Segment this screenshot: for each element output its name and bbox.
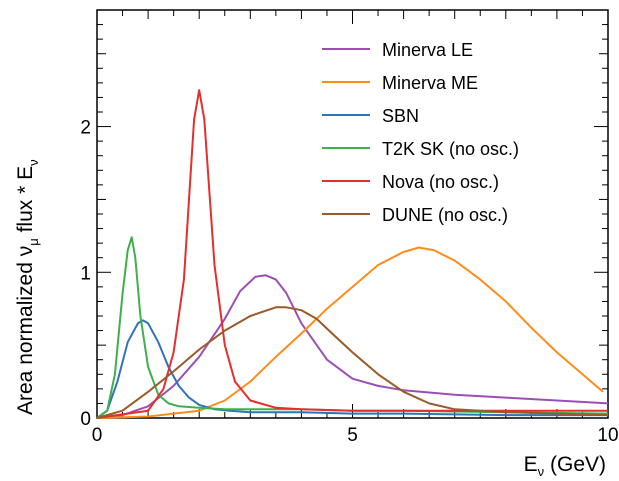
y-axis-label-post: flux * E <box>14 166 37 238</box>
series-line-minerva-le <box>96 274 609 419</box>
legend-entry-label: DUNE (no osc.) <box>382 205 508 225</box>
x-axis-label-main: E <box>524 453 538 476</box>
series-line-dune-no-osc <box>96 306 609 419</box>
legend-entry-label: SBN <box>382 106 419 126</box>
y-tick-label: 2 <box>80 118 91 139</box>
legend-entry-label: Minerva ME <box>382 73 478 93</box>
series-line-minerva-me <box>96 246 604 419</box>
x-tick-label: 10 <box>597 425 618 446</box>
y-axis-label: Area normalized νμ flux * Eν <box>14 159 41 415</box>
x-tick-label: 5 <box>347 425 358 446</box>
y-axis-label-pre: Area normalized ν <box>14 246 37 415</box>
legend-entry-label: T2K SK (no osc.) <box>382 139 519 159</box>
y-axis-label-sub: μ <box>26 238 41 246</box>
axis-tick-labels: 0 5 10 0 1 2 <box>80 118 618 446</box>
x-tick-label: 0 <box>92 425 103 446</box>
legend: Minerva LE Minerva ME SBN T2K SK (no osc.) N… <box>322 40 519 225</box>
series-line-sbn <box>96 319 608 419</box>
y-axis-label-sub2: ν <box>26 159 41 166</box>
x-axis-label-sub: ν <box>538 464 545 479</box>
legend-entry-label: Minerva LE <box>382 40 473 60</box>
x-axis-label: Eν (GeV) <box>524 453 606 479</box>
series-layer <box>96 89 609 419</box>
legend-entry-label: Nova (no osc.) <box>382 172 499 192</box>
y-tick-label: 0 <box>80 409 91 430</box>
y-tick-label: 1 <box>80 263 91 284</box>
x-axis-label-rest: (GeV) <box>544 453 606 476</box>
series-line-nova-no-osc <box>96 89 608 419</box>
